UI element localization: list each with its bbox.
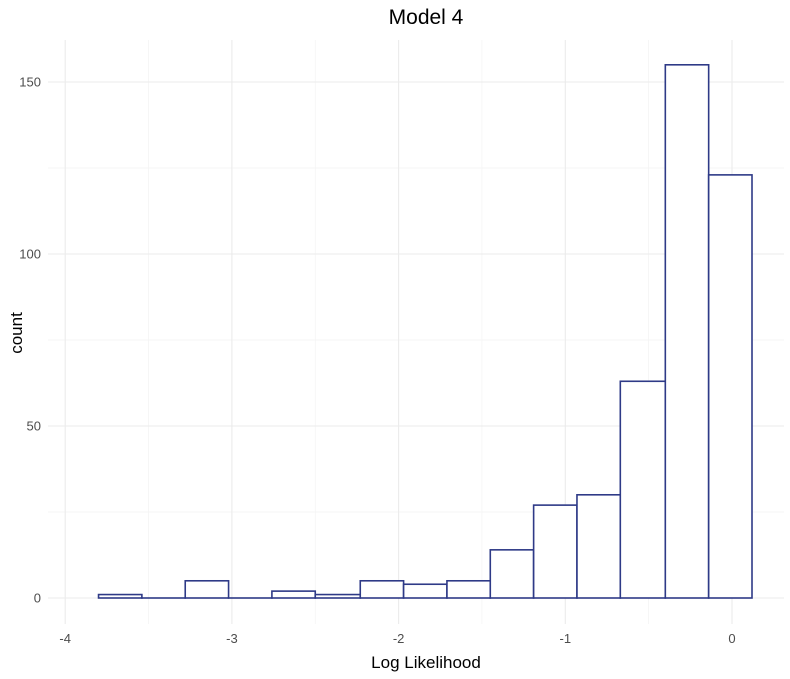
y-axis-ticks: 0 50 100 150 xyxy=(19,75,41,606)
histogram-bar xyxy=(97,593,143,599)
histogram-bar xyxy=(314,593,362,599)
x-tick-label: 0 xyxy=(728,631,735,646)
histogram-bar xyxy=(576,493,622,599)
histogram-bar xyxy=(619,380,667,599)
histogram-bar xyxy=(184,579,230,599)
y-tick-label: 150 xyxy=(19,75,41,90)
x-tick-label: -2 xyxy=(393,631,405,646)
y-tick-label: 100 xyxy=(19,247,41,262)
y-tick-label: 0 xyxy=(34,591,41,606)
histogram-bar xyxy=(532,504,578,599)
x-axis-ticks: -4 -3 -2 -1 0 xyxy=(59,631,735,646)
histogram-bar xyxy=(446,579,492,599)
histogram-bar xyxy=(707,174,753,599)
chart-title: Model 4 xyxy=(389,6,464,29)
histogram-bar xyxy=(664,64,710,599)
x-tick-label: -3 xyxy=(226,631,238,646)
histogram-bar xyxy=(359,579,405,599)
histogram-bar xyxy=(402,583,448,599)
histogram-bars xyxy=(97,64,753,599)
x-tick-label: -1 xyxy=(560,631,572,646)
histogram-bar xyxy=(271,590,317,599)
x-axis-title: Log Likelihood xyxy=(371,653,481,672)
x-tick-label: -4 xyxy=(59,631,71,646)
histogram-bar xyxy=(489,549,535,599)
y-tick-label: 50 xyxy=(27,419,41,434)
y-axis-title: count xyxy=(7,312,26,354)
